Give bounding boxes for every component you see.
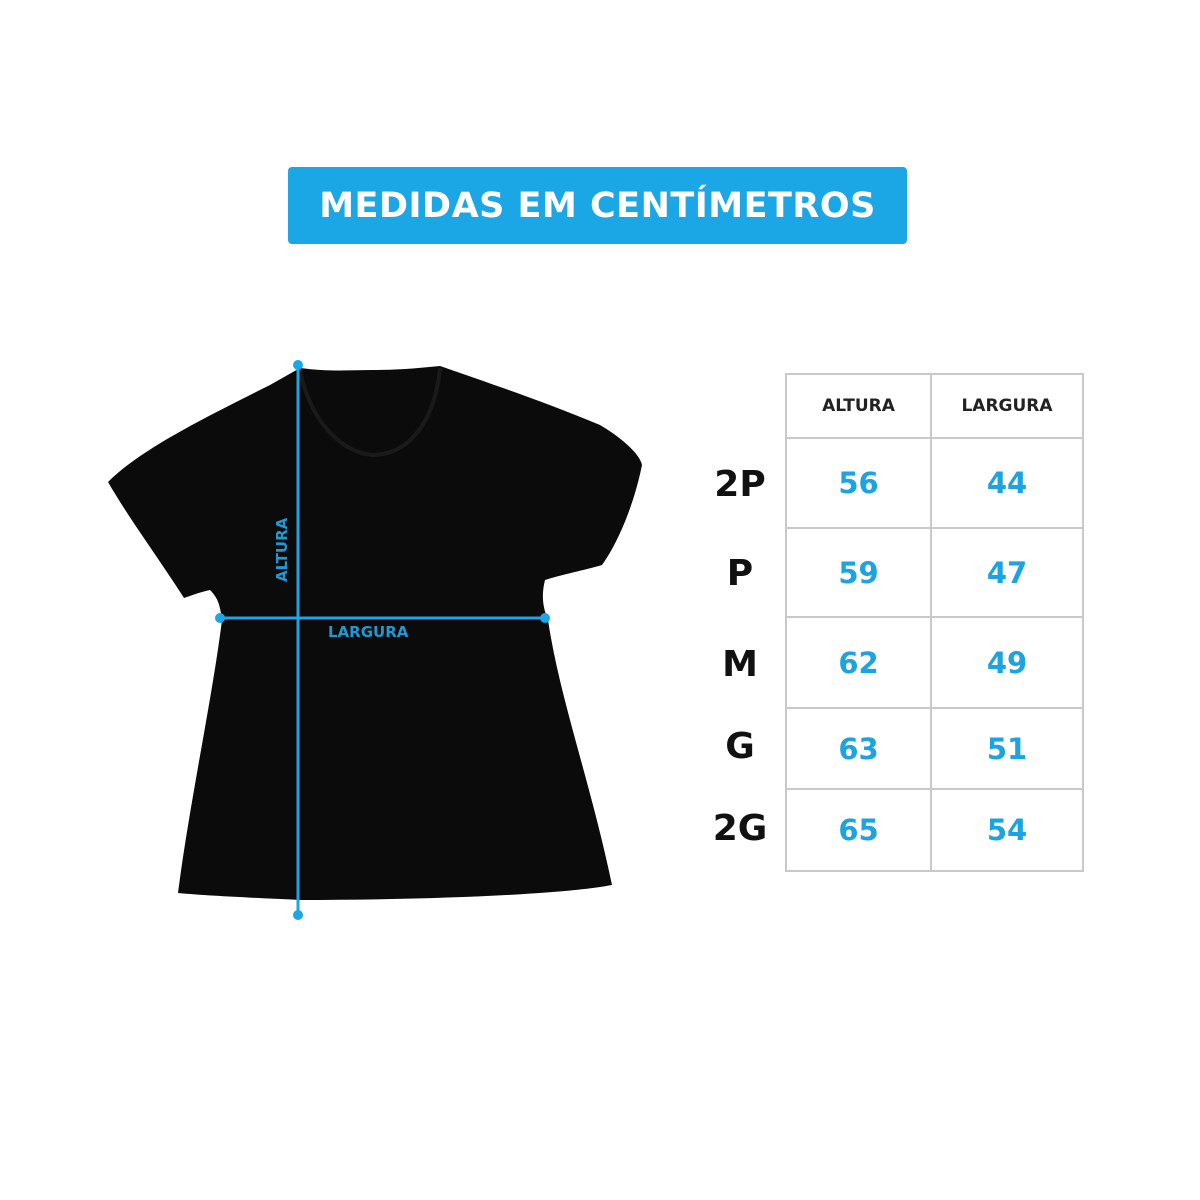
size-label-p: P — [726, 553, 754, 594]
largura-cell: 44 — [930, 437, 1084, 529]
table-row: 63 51 — [785, 707, 1084, 790]
header-largura: LARGURA — [930, 373, 1084, 439]
largura-cell: 47 — [930, 527, 1084, 618]
height-bottom-dot — [293, 910, 303, 920]
width-label: LARGURA — [328, 623, 409, 641]
size-label-m: M — [722, 644, 758, 685]
altura-cell: 63 — [785, 707, 932, 790]
height-top-dot — [293, 360, 303, 370]
size-table: ALTURA LARGURA 56 44 59 47 62 49 63 51 6… — [785, 373, 1084, 872]
table-row: 56 44 — [785, 437, 1084, 529]
table-row: 62 49 — [785, 616, 1084, 709]
largura-cell: 54 — [930, 788, 1084, 872]
altura-cell: 59 — [785, 527, 932, 618]
altura-cell: 56 — [785, 437, 932, 529]
header-altura: ALTURA — [785, 373, 932, 439]
altura-cell: 62 — [785, 616, 932, 709]
altura-cell: 65 — [785, 788, 932, 872]
neckline — [298, 367, 442, 458]
height-label: ALTURA — [273, 517, 291, 582]
size-label-g: G — [725, 726, 755, 767]
title-banner: MEDIDAS EM CENTÍMETROS — [288, 167, 907, 244]
table-row: 59 47 — [785, 527, 1084, 618]
table-header-row: ALTURA LARGURA — [785, 373, 1084, 439]
largura-cell: 49 — [930, 616, 1084, 709]
size-label-2g: 2G — [712, 808, 768, 849]
largura-cell: 51 — [930, 707, 1084, 790]
width-right-dot — [540, 613, 550, 623]
width-left-dot — [215, 613, 225, 623]
tshirt-shape — [108, 366, 642, 900]
table-row: 65 54 — [785, 788, 1084, 872]
size-label-2p: 2P — [714, 464, 766, 505]
